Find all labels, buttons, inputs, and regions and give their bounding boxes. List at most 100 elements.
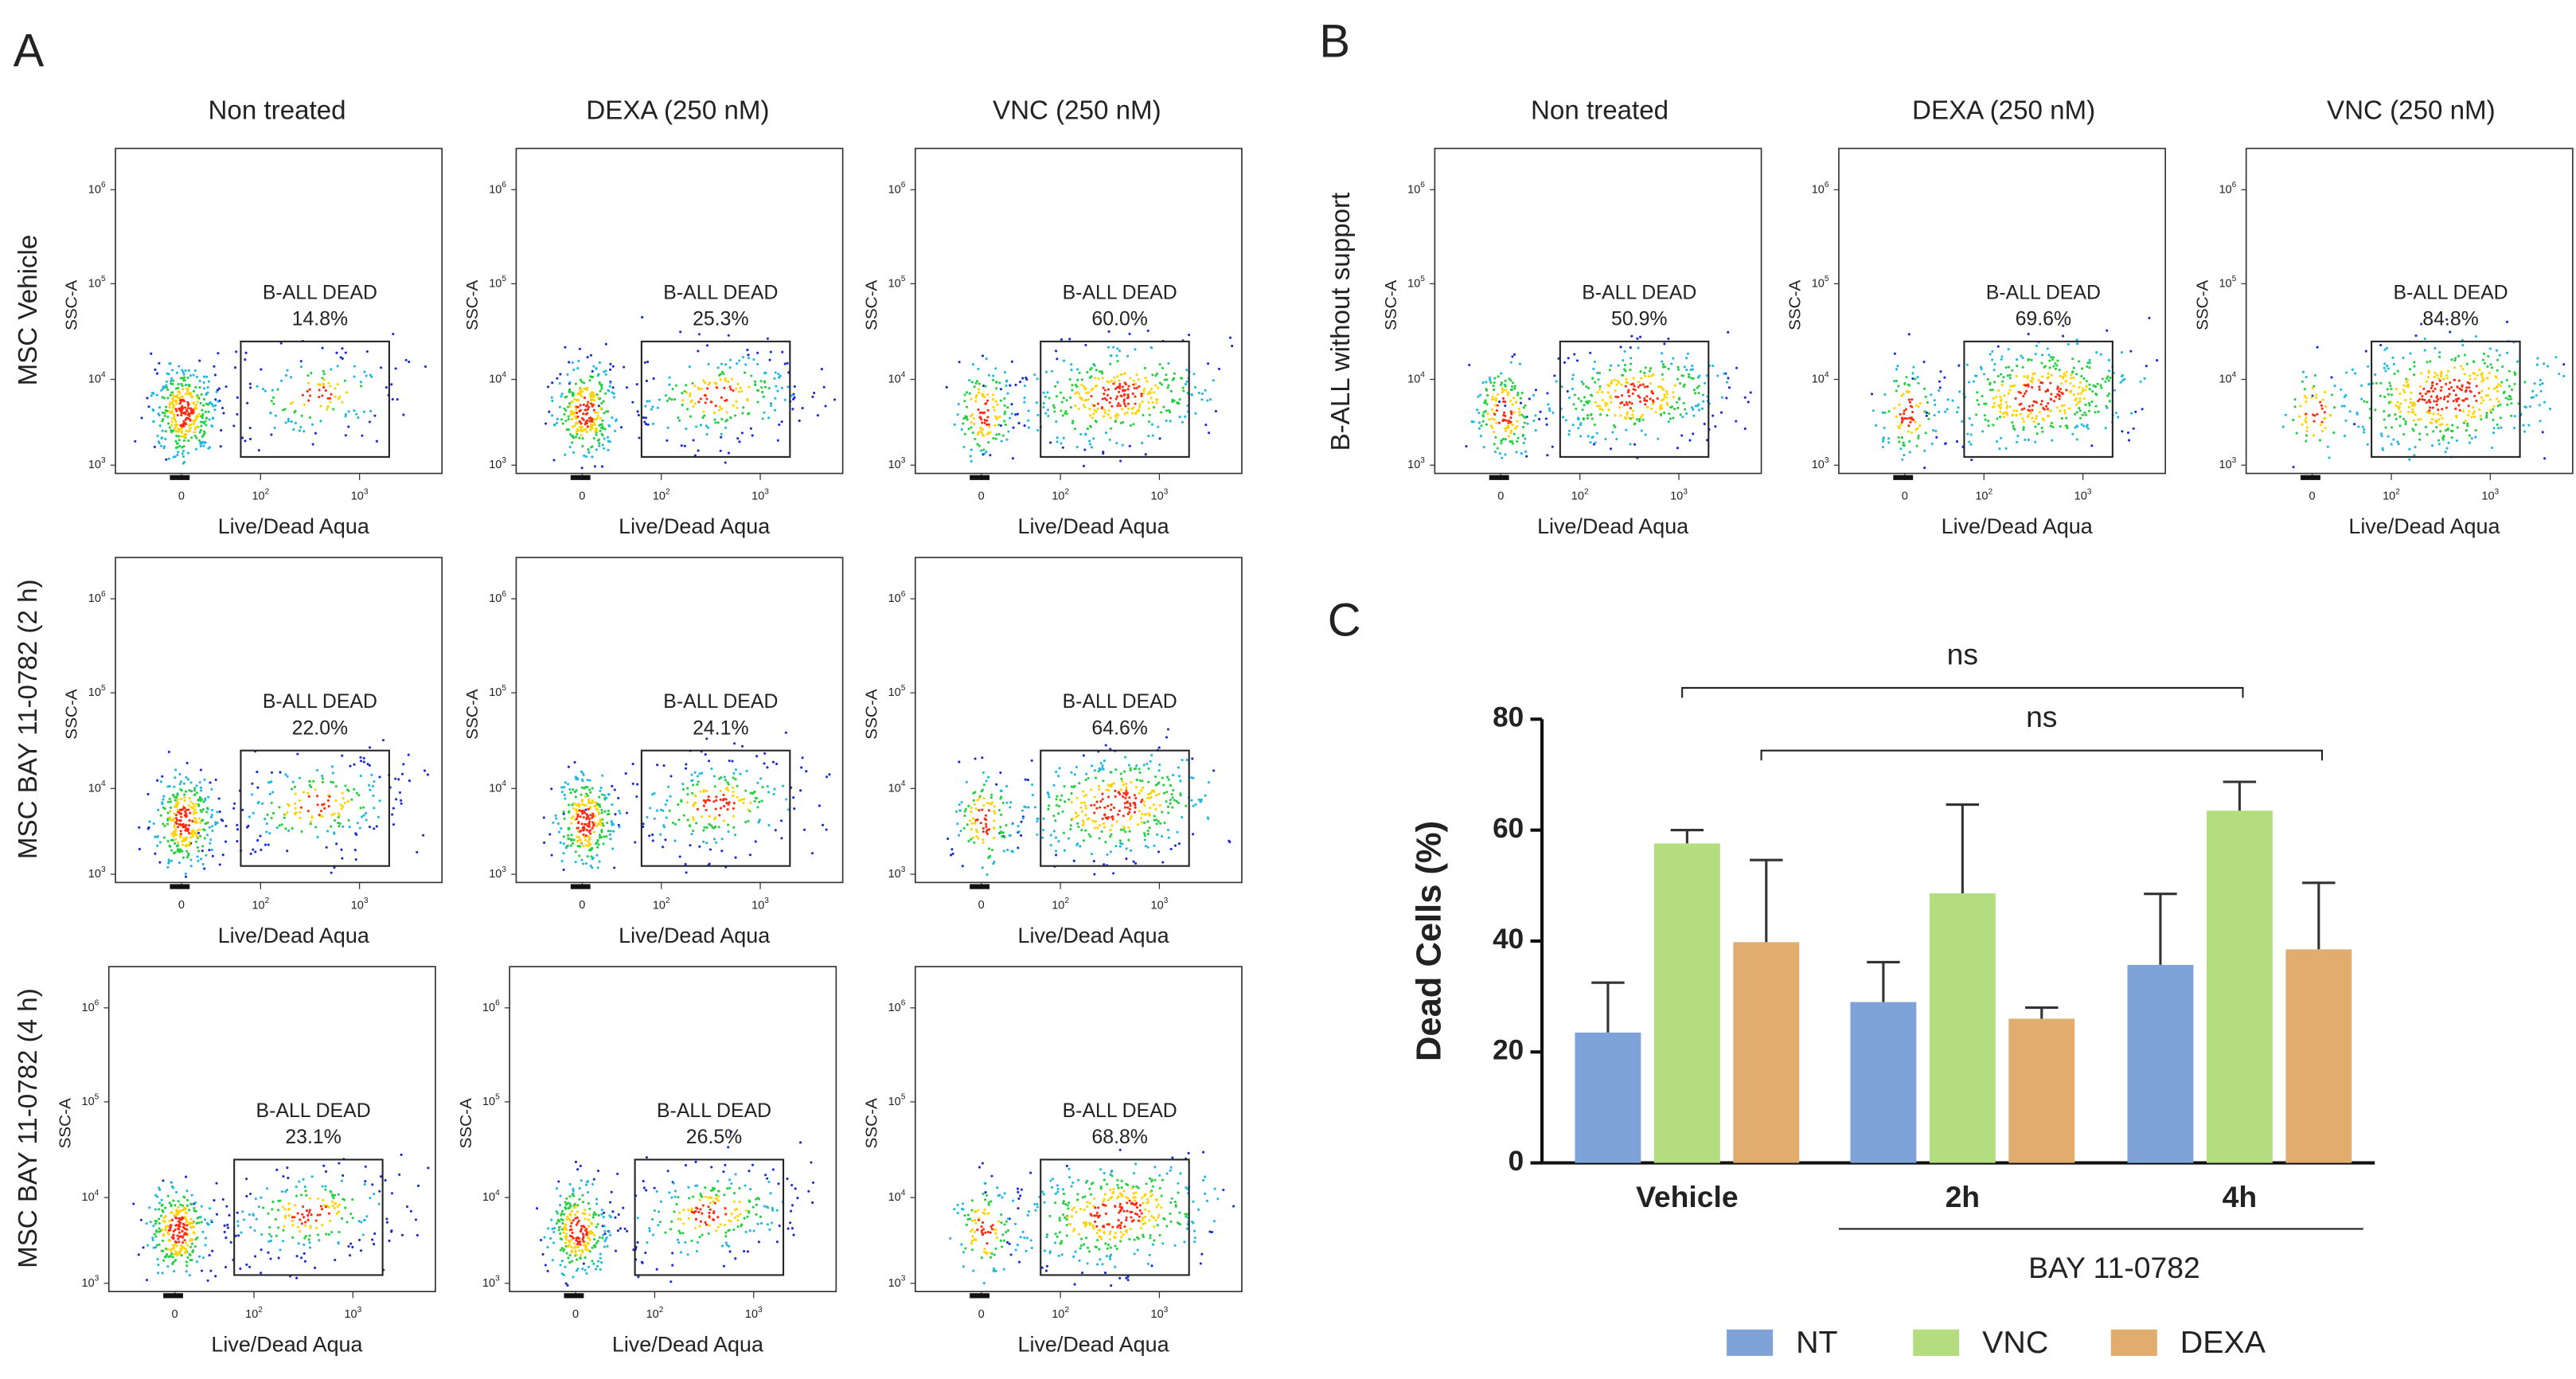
- event-dot: [211, 825, 214, 828]
- event-dot: [567, 834, 570, 837]
- event-dot: [1106, 1247, 1109, 1250]
- event-dot: [321, 377, 324, 380]
- event-dot: [1149, 1190, 1152, 1193]
- event-dot: [728, 801, 731, 804]
- event-dot: [1197, 798, 1200, 801]
- event-dot: [690, 1239, 693, 1243]
- event-dot: [169, 800, 172, 803]
- event-dot: [323, 1204, 326, 1207]
- event-dot: [589, 425, 592, 428]
- event-dot: [196, 829, 199, 832]
- event-dot: [581, 1193, 584, 1197]
- event-dot: [953, 423, 956, 426]
- event-dot: [209, 815, 213, 818]
- event-dot: [579, 378, 583, 381]
- event-dot: [616, 1172, 619, 1175]
- event-dot: [816, 414, 819, 417]
- event-dot: [1113, 376, 1116, 379]
- event-dot: [744, 789, 747, 792]
- event-dot: [1140, 800, 1143, 803]
- gate: [1040, 340, 1190, 458]
- event-dot: [166, 865, 170, 869]
- event-dot: [708, 822, 711, 826]
- event-dot: [723, 1193, 726, 1197]
- event-dot: [154, 1222, 158, 1225]
- event-dot: [1228, 336, 1232, 339]
- event-dot: [651, 839, 654, 842]
- event-dot: [1132, 802, 1135, 805]
- event-dot: [1052, 783, 1056, 787]
- event-dot: [579, 1164, 582, 1167]
- event-dot: [1132, 1192, 1135, 1195]
- event-dot: [1137, 1186, 1140, 1190]
- event-dot: [696, 1207, 699, 1210]
- event-dot: [385, 1217, 388, 1221]
- event-dot: [319, 404, 322, 408]
- event-dot: [761, 786, 764, 789]
- event-dot: [1099, 1187, 1103, 1190]
- y-axis-label: SSC-A: [56, 1098, 74, 1148]
- event-dot: [707, 426, 710, 429]
- event-dot: [994, 1247, 997, 1250]
- event-dot: [970, 1209, 974, 1212]
- event-dot: [612, 392, 615, 395]
- event-dot: [761, 417, 764, 420]
- event-dot: [1067, 1201, 1071, 1205]
- event-dot: [284, 373, 287, 377]
- event-dot: [727, 451, 731, 455]
- event-dot: [294, 409, 297, 412]
- event-dot: [262, 388, 265, 391]
- event-dot: [588, 1207, 591, 1210]
- event-dot: [1154, 775, 1157, 779]
- event-dot: [150, 394, 153, 397]
- event-dot: [991, 398, 995, 401]
- event-dot: [185, 1190, 189, 1193]
- event-dot: [600, 1261, 603, 1264]
- event-dot: [1126, 354, 1130, 357]
- event-dot: [1086, 1205, 1089, 1209]
- event-dot: [334, 1201, 337, 1205]
- event-dot: [1148, 390, 1151, 393]
- event-dot: [1116, 347, 1119, 350]
- event-dot: [989, 1251, 992, 1255]
- event-dot: [384, 386, 388, 389]
- event-dot: [174, 425, 178, 428]
- event-dot: [1073, 773, 1076, 776]
- event-dot: [739, 386, 742, 389]
- event-dot: [600, 1208, 603, 1212]
- event-dot: [1097, 770, 1100, 773]
- event-dot: [973, 385, 976, 389]
- event-dot: [1090, 395, 1093, 398]
- event-dot: [157, 1272, 160, 1275]
- event-dot: [582, 816, 585, 819]
- event-dot: [564, 346, 567, 349]
- event-dot: [963, 814, 966, 818]
- event-dot: [1158, 1186, 1161, 1190]
- plot-frame: [107, 966, 436, 1293]
- event-dot: [361, 815, 364, 818]
- event-dot: [1073, 428, 1077, 431]
- event-dot: [974, 1210, 978, 1213]
- event-dot: [1112, 1187, 1115, 1191]
- event-dot: [591, 445, 594, 448]
- event-dot: [188, 427, 191, 430]
- event-dot: [132, 1202, 135, 1205]
- event-dot: [1010, 403, 1013, 406]
- event-dot: [756, 400, 759, 404]
- event-dot: [1003, 836, 1006, 839]
- tick-label: 103: [351, 487, 369, 502]
- event-dot: [1060, 442, 1063, 445]
- event-dot: [714, 382, 717, 385]
- event-dot: [1193, 1229, 1196, 1233]
- event-dot: [587, 844, 591, 847]
- event-dot: [579, 815, 582, 818]
- event-dot: [579, 404, 582, 407]
- tick-label: 103: [1151, 897, 1169, 912]
- event-dot: [224, 1266, 228, 1269]
- event-dot: [562, 842, 565, 846]
- event-dot: [162, 1210, 165, 1213]
- event-dot: [333, 1193, 337, 1197]
- event-dot: [1179, 794, 1182, 797]
- event-dot: [1109, 1230, 1112, 1233]
- event-dot: [338, 822, 342, 825]
